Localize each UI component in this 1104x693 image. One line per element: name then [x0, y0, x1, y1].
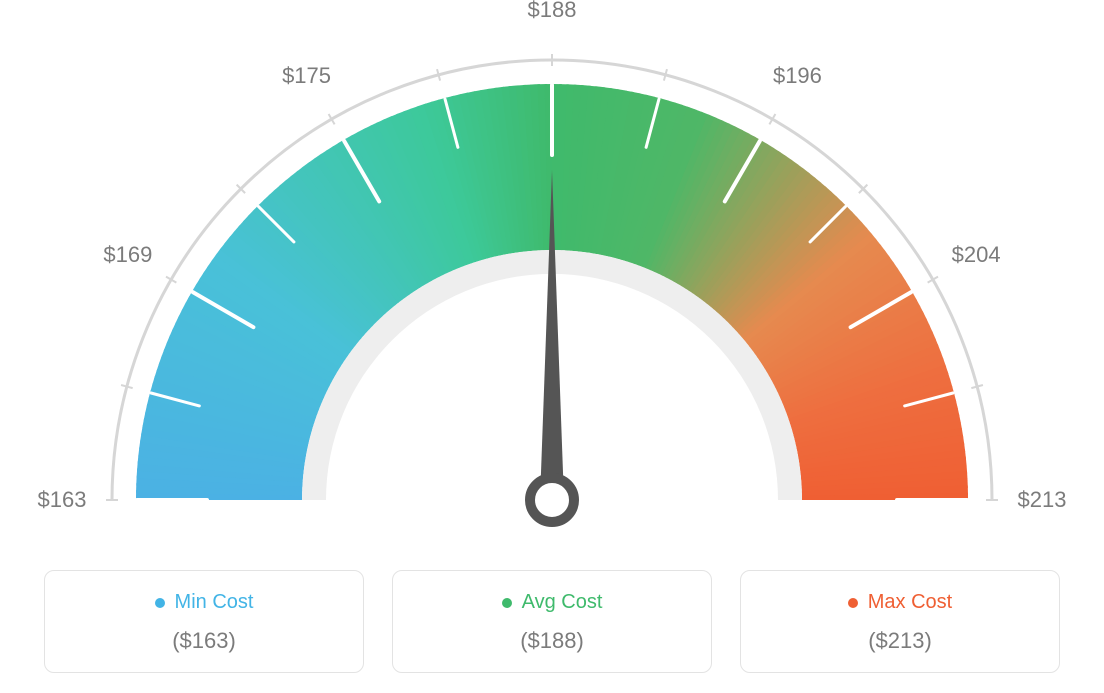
legend-title-avg: Avg Cost [502, 591, 603, 614]
gauge-tick-label: $163 [38, 487, 87, 513]
gauge-svg [20, 20, 1084, 540]
gauge-tick-label: $213 [1018, 487, 1067, 513]
gauge-tick-label: $204 [952, 242, 1001, 268]
gauge-tick-label: $169 [103, 242, 152, 268]
legend-label-avg: Avg Cost [522, 591, 603, 614]
cost-gauge-chart: $163$169$175$188$196$204$213 [20, 20, 1084, 540]
legend-card-avg: Avg Cost ($188) [392, 570, 712, 673]
legend-row: Min Cost ($163) Avg Cost ($188) Max Cost… [20, 570, 1084, 673]
dot-icon [848, 598, 858, 608]
gauge-tick-label: $188 [528, 0, 577, 23]
legend-label-min: Min Cost [175, 591, 254, 614]
legend-value-min: ($163) [55, 628, 353, 654]
legend-title-max: Max Cost [848, 591, 952, 614]
gauge-tick-label: $175 [282, 63, 331, 89]
legend-value-max: ($213) [751, 628, 1049, 654]
legend-value-avg: ($188) [403, 628, 701, 654]
legend-label-max: Max Cost [868, 591, 952, 614]
legend-card-min: Min Cost ($163) [44, 570, 364, 673]
gauge-tick-label: $196 [773, 63, 822, 89]
dot-icon [502, 598, 512, 608]
legend-card-max: Max Cost ($213) [740, 570, 1060, 673]
gauge-hub [530, 478, 574, 522]
dot-icon [155, 598, 165, 608]
legend-title-min: Min Cost [155, 591, 254, 614]
